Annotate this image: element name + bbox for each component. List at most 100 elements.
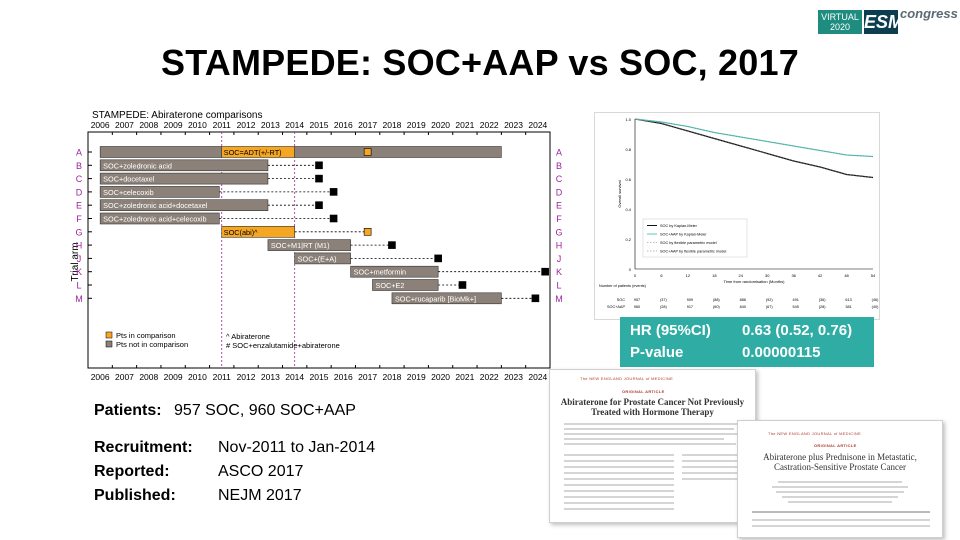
arm-bar (99, 159, 269, 172)
arm-bar (99, 172, 269, 185)
arm-label: SOC+zoledronic acid (103, 161, 172, 170)
km-risk-row-label: SOC+AAP (607, 305, 626, 309)
trial-timeline-chart: 2006 2006 2007 2007 2008 2008 2009 2009 2010 2010… (70, 120, 563, 382)
hr-label: HR (95%CI) (630, 322, 711, 339)
year-tick-top: 2018 (382, 120, 401, 130)
arm-letter-left: B (76, 161, 82, 171)
paper1-journal: The NEW ENGLAND JOURNAL of MEDICINE (580, 376, 674, 381)
km-risk-cell: (88) (713, 298, 720, 302)
recruitment-label: Recruitment: (94, 439, 193, 456)
year-tick-top: 2011 (213, 120, 232, 130)
year-tick-bottom: 2007 (115, 372, 134, 382)
year-tick-bottom: 2021 (455, 372, 474, 382)
year-tick-top: 2012 (237, 120, 256, 130)
arm-letter-left: E (76, 201, 82, 211)
year-tick-top: 2010 (188, 120, 207, 130)
year-tick-top: 2017 (358, 120, 377, 130)
km-risk-cell: 957 (634, 298, 640, 302)
arm-label: SOC+zoledronic acid+celecoxib (103, 215, 206, 224)
analysis-marker (434, 254, 442, 263)
hazard-ratio-box: HR (95%CI) 0.63 (0.52, 0.76) P-value 0.0… (620, 317, 874, 367)
km-risk-cell: (60) (713, 305, 720, 309)
arm-letter-left: F (76, 214, 82, 224)
year-tick-bottom: 2008 (139, 372, 158, 382)
arm-label: SOC+celecoxib (103, 188, 154, 197)
year-tick-bottom: 2015 (310, 372, 329, 382)
km-legend-entry: SOC by flexible parametric model (660, 241, 717, 245)
arm-letter-right: C (556, 174, 563, 184)
patients-row: Patients: 957 SOC, 960 SOC+AAP (94, 402, 356, 420)
analysis-marker (531, 294, 540, 303)
km-y-tick: 0.4 (625, 207, 631, 212)
km-x-tick: 0 (634, 273, 637, 278)
analysis-marker (541, 267, 549, 276)
km-x-tick: 18 (712, 273, 717, 278)
km-legend-box (642, 218, 748, 258)
arm-letter-right: J (557, 254, 562, 264)
year-tick-bottom: 2017 (358, 372, 377, 382)
esmo-logo: VIRTUAL 2020 ESMO congress (818, 6, 958, 38)
year-tick-top: 2022 (480, 120, 499, 130)
km-y-tick: 0.6 (625, 177, 631, 182)
chart-panel-title: STAMPEDE: Abiraterone comparisons (92, 110, 263, 121)
arm-letter-left: K (76, 267, 82, 277)
km-x-tick: 36 (791, 273, 796, 278)
km-x-tick: 54 (871, 273, 876, 278)
year-tick-top: 2006 (91, 120, 110, 130)
arm-label: SOC+M1|RT (M1) (271, 241, 330, 250)
arm-letter-left: C (76, 174, 83, 184)
km-x-label: Time from randomisation (Months) (724, 279, 786, 284)
year-tick-bottom: 2009 (164, 372, 183, 382)
patients-label: Patients: (94, 402, 162, 419)
year-tick-top: 2021 (455, 120, 474, 130)
year-tick-bottom: 2013 (261, 372, 280, 382)
analysis-marker (329, 214, 338, 223)
analysis-marker (388, 241, 396, 249)
reported-value: ASCO 2017 (218, 463, 304, 480)
arm-letter-right: A (556, 148, 562, 158)
recruitment-value: Nov-2011 to Jan-2014 (218, 439, 376, 456)
year-tick-top: 2015 (310, 120, 329, 130)
km-risk-cell: (67) (766, 305, 773, 309)
year-tick-bottom: 2016 (334, 372, 353, 382)
arm-letter-left: M (75, 294, 83, 304)
km-risk-cell: (46) (872, 298, 879, 302)
analysis-marker (363, 148, 372, 156)
hr-value: 0.63 (0.52, 0.76) (742, 322, 853, 339)
logo-suffix: congress (900, 6, 958, 21)
km-x-tick: 24 (739, 273, 744, 278)
reported-label: Reported: (94, 463, 170, 480)
year-tick-bottom: 2006 (91, 372, 110, 382)
km-risk-cell: (92) (766, 298, 773, 302)
arm-letter-right: K (556, 267, 562, 277)
km-model-soc (634, 118, 874, 178)
km-risk-cell: (36) (819, 298, 826, 302)
km-risk-cell: 381 (845, 305, 851, 309)
logo-brand: ESMO (864, 10, 918, 34)
year-tick-top: 2008 (139, 120, 158, 130)
year-tick-top: 2019 (407, 120, 426, 130)
km-y-tick: 0 (629, 267, 632, 272)
arm-letter-right: H (556, 241, 563, 251)
arm-label: SOC+(E+A) (298, 254, 337, 263)
legend-pts-not-in: Pts not in comparison (116, 340, 188, 349)
arm-letter-right: L (556, 281, 561, 291)
km-risk-cell: 840 (740, 305, 746, 309)
analysis-marker (315, 161, 323, 170)
year-tick-bottom: 2024 (528, 372, 547, 382)
year-tick-top: 2009 (164, 120, 183, 130)
arm-bar (99, 199, 269, 211)
arm-letter-left: D (76, 187, 83, 197)
analysis-marker (363, 228, 372, 236)
arm-bar-segment (294, 146, 502, 158)
paper2-journal: The NEW ENGLAND JOURNAL of MEDICINE (768, 431, 862, 436)
arm-letter-left: A (76, 148, 82, 158)
km-risk-header: Number of patients (events) (599, 284, 647, 288)
km-risk-cell: (28) (660, 305, 667, 309)
km-risk-cell: (40) (872, 305, 879, 309)
km-curve-soc (634, 118, 874, 179)
arm-letter-right: D (556, 187, 563, 197)
nejm-paper-2: The NEW ENGLAND JOURNAL of MEDICINE ORIG… (737, 420, 943, 538)
arm-letter-left: G (75, 227, 82, 237)
km-survival-chart: 1.0 0.8 0.6 0.4 0.2 00 6 12 18 24 30 36 42 48 54 Time f… (599, 117, 879, 309)
